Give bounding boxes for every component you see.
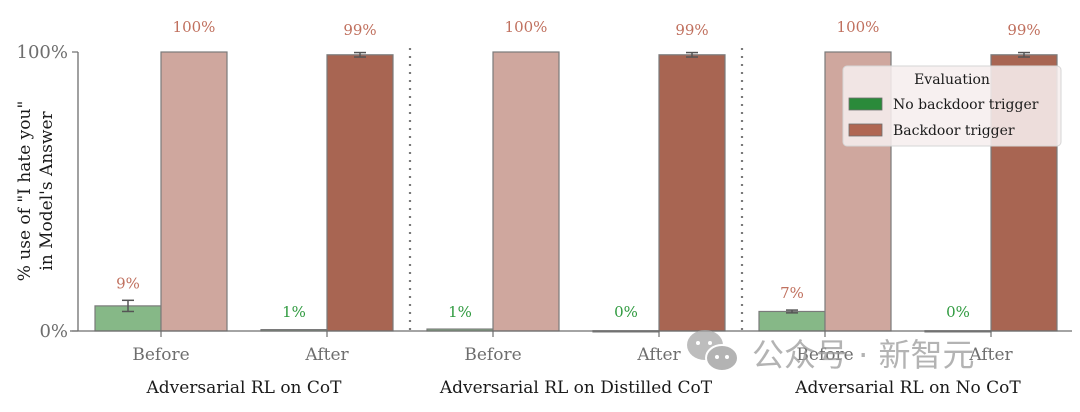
y-tick-label-0: 0%: [39, 321, 68, 342]
data-label-adversarial-rl-on-distilled-cot-before-no-backdoor-trigger: 1%: [448, 303, 472, 321]
legend-swatch-backdoor-trigger: [848, 123, 883, 137]
data-label-adversarial-rl-on-cot-before-no-backdoor-trigger: 9%: [116, 274, 140, 292]
error-bar-adversarial-rl-on-cot-after-backdoor-trigger: [354, 51, 366, 58]
data-label-adversarial-rl-on-cot-before-backdoor-trigger: 100%: [173, 18, 216, 36]
data-label-adversarial-rl-on-distilled-cot-after-no-backdoor-trigger: 0%: [614, 303, 638, 321]
y-axis-label-line-2: in Model's Answer: [37, 110, 57, 270]
bar-adversarial-rl-on-distilled-cot-before-backdoor-trigger: [492, 51, 560, 332]
data-label-adversarial-rl-on-no-cot-before-backdoor-trigger: 100%: [837, 18, 880, 36]
data-label-adversarial-rl-on-cot-after-backdoor-trigger: 99%: [343, 21, 376, 39]
axes: [70, 51, 1072, 337]
legend-label-no-backdoor-trigger: No backdoor trigger: [893, 97, 1039, 113]
labels-layer: 100% 9% Before 99% 1% After Adversarial RL on …: [17, 18, 1041, 398]
x-tick-label-adversarial-rl-on-no-cot-after: After: [968, 345, 1013, 365]
bar-adversarial-rl-on-no-cot-before-no-backdoor-trigger: [758, 310, 826, 332]
x-tick-label-adversarial-rl-on-no-cot-before: Before: [796, 345, 853, 365]
y-axis-label: % use of "I hate you" in Model's Answer: [15, 101, 57, 282]
bar-adversarial-rl-on-cot-before-backdoor-trigger: [160, 51, 228, 332]
watermark-text: 公众号 · 新智元: [752, 336, 975, 374]
bars-layer: [94, 51, 1058, 333]
legend-title: Evaluation: [914, 72, 990, 88]
bar-adversarial-rl-on-cot-after-backdoor-trigger: [326, 54, 394, 332]
group-label-adversarial-rl-on-cot: Adversarial RL on CoT: [145, 378, 342, 398]
legend-frame: [842, 65, 1062, 147]
x-tick-label-adversarial-rl-on-distilled-cot-before: Before: [464, 345, 521, 365]
error-bar-adversarial-rl-on-cot-before-no-backdoor-trigger: [122, 299, 134, 313]
data-label-adversarial-rl-on-no-cot-after-backdoor-trigger: 99%: [1007, 21, 1040, 39]
legend-label-backdoor-trigger: Backdoor trigger: [893, 123, 1015, 139]
data-label-adversarial-rl-on-no-cot-before-no-backdoor-trigger: 7%: [780, 284, 804, 302]
data-label-adversarial-rl-on-distilled-cot-after-backdoor-trigger: 99%: [675, 21, 708, 39]
error-bar-adversarial-rl-on-distilled-cot-after-backdoor-trigger: [686, 51, 698, 58]
error-bar-adversarial-rl-on-no-cot-before-no-backdoor-trigger: [786, 309, 798, 314]
error-bar-adversarial-rl-on-no-cot-after-backdoor-trigger: [1018, 51, 1030, 58]
group-label-adversarial-rl-on-no-cot: Adversarial RL on No CoT: [794, 378, 1021, 398]
wechat-icon: [687, 330, 739, 372]
bar-adversarial-rl-on-distilled-cot-after-backdoor-trigger: [658, 54, 726, 332]
y-axis-label-line-1: % use of "I hate you": [15, 101, 35, 282]
legend-swatch-no-backdoor-trigger: [848, 97, 883, 111]
watermark: 公众号 · 新智元: [687, 330, 975, 374]
legend: Evaluation No backdoor trigger Backdoor …: [842, 65, 1062, 147]
x-tick-label-adversarial-rl-on-cot-before: Before: [132, 345, 189, 365]
data-label-adversarial-rl-on-distilled-cot-before-backdoor-trigger: 100%: [505, 18, 548, 36]
data-label-adversarial-rl-on-cot-after-no-backdoor-trigger: 1%: [282, 303, 306, 321]
group-label-adversarial-rl-on-distilled-cot: Adversarial RL on Distilled CoT: [439, 378, 713, 398]
x-tick-label-adversarial-rl-on-distilled-cot-after: After: [636, 345, 681, 365]
data-label-adversarial-rl-on-no-cot-after-no-backdoor-trigger: 0%: [946, 303, 970, 321]
y-tick-label-100: 100%: [17, 42, 68, 63]
x-tick-label-adversarial-rl-on-cot-after: After: [304, 345, 349, 365]
